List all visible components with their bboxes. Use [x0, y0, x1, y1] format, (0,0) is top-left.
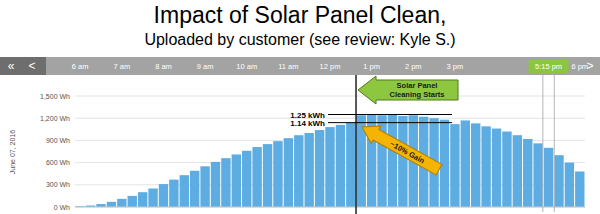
x-tick-label: 6 am: [72, 62, 89, 71]
bar: [544, 148, 553, 207]
x-tick-label: 11 am: [278, 62, 298, 71]
bar: [398, 116, 407, 207]
bar: [232, 154, 241, 207]
bar: [336, 125, 345, 207]
bar: [273, 141, 282, 207]
grid-line: [75, 96, 585, 97]
green-arrow: [358, 76, 458, 104]
bar: [575, 171, 584, 207]
x-tick-label: 9 am: [197, 62, 214, 71]
bar: [242, 151, 251, 207]
bar: [461, 120, 470, 207]
chart: Impact of Solar Panel Clean, Uploaded by …: [0, 0, 600, 214]
subtitle: Uploaded by customer (see review: Kyle S…: [144, 31, 455, 48]
y-tick-label: 900 Wh: [46, 137, 70, 144]
title: Impact of Solar Panel Clean,: [154, 2, 447, 28]
bar: [346, 123, 355, 207]
bar: [252, 147, 261, 207]
date-label: June 07, 2016: [9, 130, 16, 174]
selection-label: 5:15 pm: [535, 62, 562, 71]
cleaning-label: Solar PanelCleaning Starts: [390, 81, 445, 99]
bar: [294, 135, 303, 207]
y-tick-label: 600 Wh: [46, 159, 70, 166]
bar: [315, 130, 324, 207]
bar: [138, 192, 147, 207]
bar: [190, 171, 199, 207]
bar: [263, 144, 272, 207]
bar: [388, 115, 397, 208]
bar: [180, 175, 189, 207]
bar: [148, 189, 157, 208]
grid-line: [75, 118, 585, 119]
bar: [481, 126, 490, 207]
reference-line: [328, 122, 452, 123]
timeline-band: [0, 57, 600, 75]
x-tick-label: 3 pm: [447, 62, 464, 71]
bars: [76, 115, 585, 208]
reference-label: 1.14 kWh: [290, 119, 325, 128]
bar: [159, 184, 168, 207]
bar: [565, 163, 574, 207]
selection-line: [542, 75, 543, 212]
y-tick-label: 300 Wh: [46, 181, 70, 188]
bar: [533, 143, 542, 207]
y-tick-label: 1,500 Wh: [40, 93, 70, 100]
y-tick-label: 1,200 Wh: [40, 115, 70, 122]
bar: [523, 139, 532, 207]
yellow-arrow: [357, 118, 444, 178]
bar: [502, 132, 511, 207]
x-tick-label: 8 am: [155, 62, 172, 71]
cleaning-line: [355, 75, 356, 214]
reference-line: [328, 114, 452, 115]
bar: [554, 155, 563, 207]
bar: [211, 162, 220, 207]
nav-arrow: <: [28, 59, 35, 73]
bar: [169, 180, 178, 207]
bar: [107, 202, 116, 207]
bar: [284, 138, 293, 207]
bar: [492, 129, 501, 207]
nav-box: [0, 57, 46, 75]
gain-label: ~10% Gain: [389, 139, 427, 166]
x-tick-label: 12 pm: [320, 62, 341, 71]
selection-box: [529, 59, 569, 73]
x-tick-label: 1 pm: [363, 62, 380, 71]
selection-line: [554, 75, 555, 212]
bar: [325, 127, 334, 207]
x-tick-label: 2 pm: [405, 62, 422, 71]
bar: [440, 120, 449, 207]
bar: [450, 124, 459, 207]
x-tick-label: 7 am: [113, 62, 130, 71]
x-tick-label: 6 pm: [571, 62, 588, 71]
bar: [200, 166, 209, 207]
gain-arrow: ~10% Gain: [357, 118, 444, 178]
bar: [471, 123, 480, 207]
grid-line: [75, 207, 585, 208]
bar: [304, 133, 313, 207]
x-tick-label: 10 am: [236, 62, 257, 71]
x-axis-line: [75, 207, 585, 208]
bar: [128, 196, 137, 207]
y-tick-label: 0 Wh: [54, 204, 70, 211]
bar: [221, 158, 230, 207]
nav-arrow: «: [8, 59, 15, 73]
bar: [513, 135, 522, 207]
bar: [117, 199, 126, 207]
